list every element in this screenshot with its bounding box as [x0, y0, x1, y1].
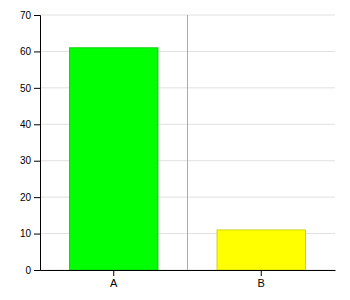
y-tick-mark: [34, 51, 40, 52]
y-tick-mark: [34, 197, 40, 198]
y-tick-mark: [34, 270, 40, 271]
y-tick-mark: [34, 234, 40, 235]
y-tick-label: 30: [20, 155, 32, 166]
y-tick-label: 50: [20, 83, 32, 94]
y-tick-mark: [34, 161, 40, 162]
x-axis-line: [41, 270, 336, 271]
bar: [217, 230, 306, 270]
y-axis: 0 10 20 30 40 50 60 70: [20, 10, 41, 276]
y-tick: 20: [20, 192, 40, 203]
x-tick: B: [258, 270, 265, 289]
x-tick-label: A: [110, 277, 118, 289]
y-tick: 70: [20, 10, 40, 21]
x-tick-label: B: [258, 277, 265, 289]
y-tick-label: 60: [20, 46, 32, 57]
y-tick: 40: [20, 119, 40, 130]
y-tick: 60: [20, 46, 40, 57]
y-tick-label: 20: [20, 192, 32, 203]
x-tick-mark: [113, 270, 114, 276]
y-tick-label: 40: [20, 119, 32, 130]
y-tick-label: 0: [25, 265, 31, 276]
y-tick-mark: [34, 124, 40, 125]
chart: 010203040506070AB: [0, 0, 350, 300]
y-tick-label: 70: [20, 10, 32, 21]
y-tick-mark: [34, 88, 40, 89]
y-tick-mark: [34, 15, 40, 16]
y-tick: 50: [20, 83, 40, 94]
dividers: [187, 15, 188, 270]
divider: [187, 15, 188, 270]
grid: [40, 15, 335, 270]
plot: 010203040506070AB: [20, 10, 336, 289]
y-tick-label: 10: [20, 228, 32, 239]
x-tick: A: [110, 270, 118, 289]
x-axis: AB: [41, 270, 336, 289]
y-tick: 10: [20, 228, 40, 239]
y-axis-line: [34, 16, 41, 271]
x-tick-mark: [261, 270, 262, 276]
y-tick: 0: [25, 265, 40, 276]
bar: [70, 48, 159, 270]
y-tick: 30: [20, 155, 40, 166]
